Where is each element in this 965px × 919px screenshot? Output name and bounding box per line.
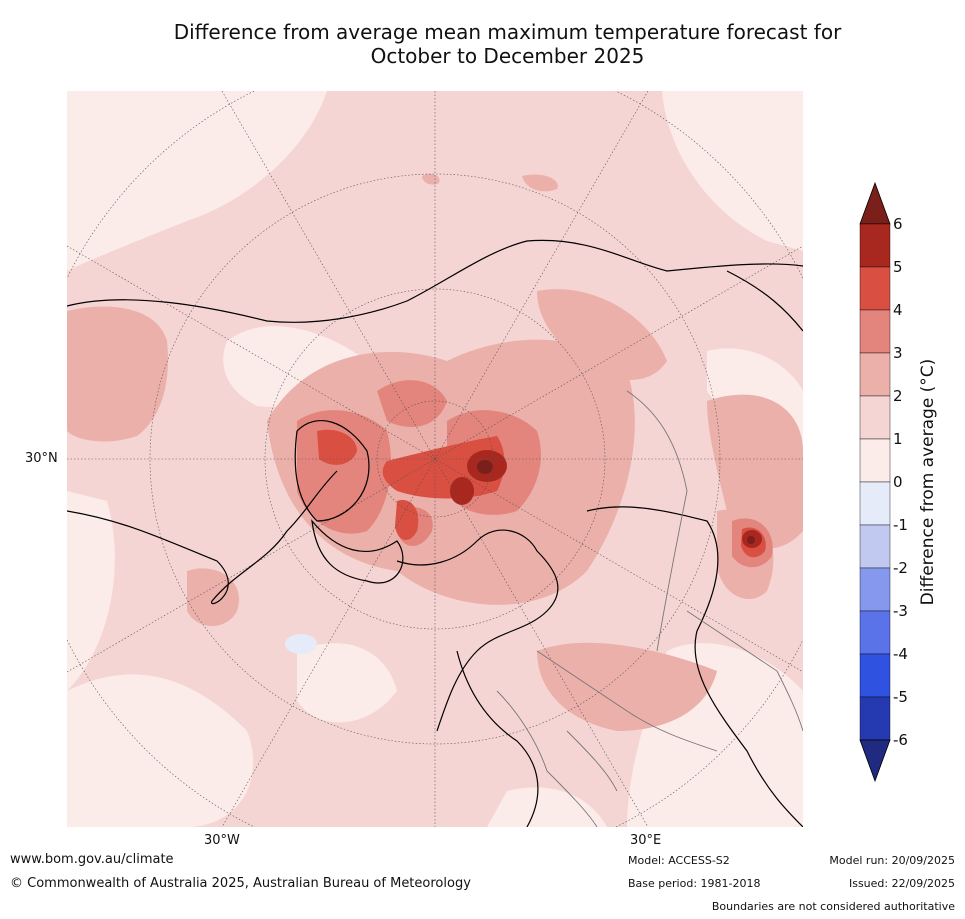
- footer-issued: Issued: 22/09/2025: [848, 877, 955, 890]
- colorbar-tick-label: 3: [893, 344, 903, 362]
- colorbar-segment: [859, 610, 891, 655]
- forecast-map: [67, 91, 803, 827]
- colorbar-over-arrow: [859, 181, 891, 225]
- colorbar-segment: [859, 309, 891, 354]
- footer-copyright: © Commonwealth of Australia 2025, Austra…: [10, 876, 471, 891]
- graticule: [67, 91, 803, 827]
- colorbar-segment: [859, 438, 891, 483]
- coastlines: [67, 239, 803, 827]
- footer-disclaimer: Boundaries are not considered authoritat…: [711, 900, 955, 913]
- title-line-1: Difference from average mean maximum tem…: [173, 20, 842, 44]
- anomaly-negative-region: [285, 634, 317, 654]
- colorbar-tick-label: 1: [893, 430, 903, 448]
- footer-model-run: Model run: 20/09/2025: [829, 854, 955, 867]
- country-borders: [496, 390, 803, 827]
- colorbar: [859, 181, 891, 783]
- footer-model: Model: ACCESS-S2: [628, 854, 730, 867]
- lon-label-30w: 30°W: [204, 833, 240, 848]
- colorbar-segment: [859, 696, 891, 741]
- colorbar-tick-label: -2: [893, 559, 908, 577]
- lat-label-30n: 30°N: [25, 451, 58, 466]
- colorbar-tick-label: -6: [893, 731, 908, 749]
- colorbar-segment: [859, 524, 891, 569]
- colorbar-segments: [859, 223, 891, 741]
- anomaly-over-6-regions: [477, 460, 755, 544]
- colorbar-tick-label: -5: [893, 688, 908, 706]
- colorbar-tick-label: -3: [893, 602, 908, 620]
- anomaly-4-to-5-regions: [317, 429, 766, 558]
- colorbar-tick-label: 4: [893, 301, 903, 319]
- colorbar-segment: [859, 223, 891, 268]
- colorbar-segment: [859, 395, 891, 440]
- title-line-2: October to December 2025: [370, 44, 645, 68]
- chart-title: Difference from average mean maximum tem…: [60, 20, 955, 68]
- footer-website[interactable]: www.bom.gov.au/climate: [10, 852, 174, 867]
- colorbar-tick-label: -1: [893, 516, 908, 534]
- colorbar-segment: [859, 567, 891, 612]
- lon-label-30e: 30°E: [630, 833, 662, 848]
- colorbar-tick-label: 0: [893, 473, 903, 491]
- colorbar-tick-label: -4: [893, 645, 908, 663]
- colorbar-tick-label: 2: [893, 387, 903, 405]
- colorbar-under-arrow: [859, 739, 891, 783]
- colorbar-segment: [859, 266, 891, 311]
- colorbar-segment: [859, 481, 891, 526]
- colorbar-segment: [859, 352, 891, 397]
- colorbar-title: Difference from average (°C): [918, 358, 938, 606]
- colorbar-segment: [859, 653, 891, 698]
- colorbar-tick-label: 6: [893, 215, 903, 233]
- colorbar-tick-label: 5: [893, 258, 903, 276]
- footer-base-period: Base period: 1981-2018: [628, 877, 761, 890]
